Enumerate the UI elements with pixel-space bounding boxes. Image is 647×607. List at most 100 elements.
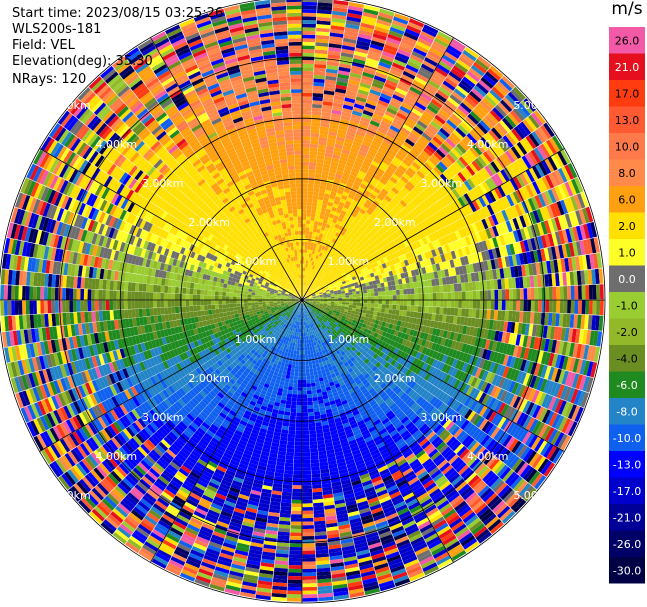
velocity-gate [312, 231, 317, 236]
velocity-gate [356, 293, 361, 297]
velocity-gate [502, 196, 512, 208]
velocity-gate [519, 288, 524, 300]
velocity-gate [334, 223, 340, 229]
velocity-gate [312, 96, 323, 102]
velocity-gate [369, 43, 384, 51]
velocity-gate [410, 54, 424, 64]
velocity-gate [395, 181, 404, 189]
velocity-gate [335, 283, 340, 287]
velocity-gate [346, 12, 362, 19]
velocity-gate [499, 137, 511, 150]
velocity-gate [302, 408, 308, 413]
velocity-gate [306, 271, 308, 276]
velocity-gate [502, 152, 513, 165]
velocity-gate [335, 264, 340, 269]
velocity-gate [312, 393, 318, 398]
velocity-gate [512, 217, 520, 230]
velocity-gate [541, 287, 546, 300]
velocity-gate [427, 50, 442, 61]
velocity-gate [420, 179, 429, 188]
velocity-gate [302, 16, 317, 21]
velocity-gate [339, 239, 345, 244]
velocity-gate [367, 50, 382, 58]
velocity-gate [348, 174, 357, 181]
velocity-gate [377, 203, 385, 211]
velocity-gate [318, 283, 322, 287]
velocity-gate [339, 198, 347, 204]
velocity-gate [331, 113, 341, 119]
velocity-gate [298, 358, 302, 362]
velocity-gate [289, 543, 302, 548]
velocity-gate [534, 287, 539, 300]
velocity-gate [311, 114, 321, 120]
velocity-gate [332, 154, 341, 160]
velocity-gate [331, 283, 336, 287]
velocity-gate [458, 56, 473, 68]
velocity-gate [390, 240, 397, 248]
velocity-gate [379, 210, 387, 218]
velocity-gate [302, 379, 307, 384]
velocity-gate [356, 229, 363, 235]
velocity-gate [318, 218, 324, 223]
velocity-gate [382, 198, 390, 206]
velocity-gate [309, 289, 313, 293]
velocity-gate [297, 387, 302, 391]
velocity-gate [512, 107, 525, 122]
velocity-gate [414, 248, 421, 256]
velocity-gate [332, 203, 339, 209]
velocity-gate [412, 47, 427, 57]
velocity-gate [350, 147, 359, 154]
velocity-gate [477, 102, 490, 115]
velocity-gate [302, 550, 316, 555]
velocity-gate [438, 146, 449, 156]
velocity-gate [333, 290, 338, 294]
velocity-gate [310, 264, 314, 269]
velocity-gate [499, 154, 510, 167]
velocity-gate [302, 30, 316, 35]
velocity-gate [311, 293, 316, 296]
velocity-gate [411, 147, 421, 156]
velocity-gate [363, 137, 373, 144]
velocity-gate [302, 445, 310, 450]
velocity-gate [327, 175, 335, 181]
velocity-gate [384, 215, 391, 222]
velocity-gate [361, 223, 368, 230]
velocity-gate [302, 347, 305, 351]
velocity-gate [451, 176, 461, 187]
velocity-gate [343, 267, 348, 273]
velocity-gate [302, 187, 308, 192]
velocity-gate [287, 576, 302, 580]
velocity-gate [580, 191, 589, 208]
velocity-gate [302, 230, 306, 235]
velocity-gate [350, 266, 356, 271]
velocity-gate [340, 222, 346, 228]
velocity-gate [535, 163, 545, 178]
velocity-gate [367, 96, 379, 103]
velocity-gate [290, 517, 302, 522]
velocity-gate [307, 187, 314, 192]
velocity-gate [296, 405, 302, 410]
velocity-gate [336, 254, 341, 260]
velocity-gate [360, 279, 366, 284]
velocity-gate [391, 159, 400, 168]
velocity-gate [430, 154, 441, 164]
velocity-gate [544, 234, 551, 248]
velocity-gate [313, 243, 317, 248]
velocity-gate [409, 111, 421, 120]
velocity-gate [551, 171, 561, 186]
velocity-gate [370, 221, 377, 228]
velocity-gate [428, 306, 433, 314]
velocity-gate [340, 115, 351, 121]
velocity-gate [378, 300, 382, 304]
velocity-gate [381, 240, 388, 247]
velocity-gate [366, 170, 375, 177]
velocity-gate [324, 86, 336, 92]
velocity-gate [348, 1, 365, 9]
velocity-gate [312, 198, 318, 203]
velocity-gate [361, 214, 369, 221]
velocity-gate [399, 289, 404, 295]
velocity-gate [292, 477, 302, 482]
velocity-gate [414, 123, 426, 133]
velocity-gate [493, 158, 503, 171]
velocity-gate [316, 271, 320, 276]
